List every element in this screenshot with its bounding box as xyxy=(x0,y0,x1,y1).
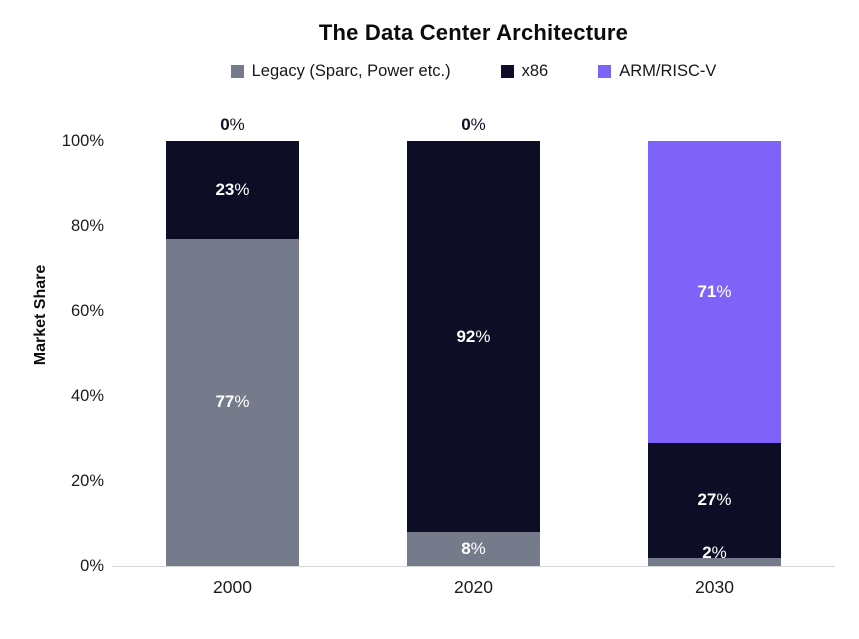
legend-item-arm: ARM/RISC-V xyxy=(598,62,716,81)
segment-value-label: 8% xyxy=(407,539,540,559)
legend-label-x86: x86 xyxy=(521,62,549,80)
label-percent-sign: % xyxy=(716,281,732,301)
label-number: 0 xyxy=(220,115,230,134)
segment-value-label: 92% xyxy=(407,327,540,347)
bar-segment: 23% xyxy=(166,141,299,239)
segment-value-label: 27% xyxy=(648,490,781,510)
bar-segment: 92% xyxy=(407,141,540,532)
label-number: 2 xyxy=(702,543,712,562)
x-axis-label: 2030 xyxy=(695,577,734,597)
legend-swatch-x86-icon xyxy=(500,65,514,78)
y-axis-tick-label: 40% xyxy=(70,387,104,405)
segment-value-label: 23% xyxy=(166,180,299,200)
label-number: 23 xyxy=(215,179,235,199)
legend-item-legacy: Legacy (Sparc, Power etc.) xyxy=(230,62,451,81)
bar-segment: 8% xyxy=(407,532,540,566)
legend: Legacy (Sparc, Power etc.) x86 ARM/RISC-… xyxy=(112,62,835,81)
segment-value-label: 2% xyxy=(648,543,781,563)
label-percent-sign: % xyxy=(716,490,732,510)
legend-label-legacy: Legacy (Sparc, Power etc.) xyxy=(251,62,451,80)
label-percent-sign: % xyxy=(229,115,245,134)
segment-value-label: 77% xyxy=(166,392,299,412)
segment-value-label: 71% xyxy=(648,282,781,302)
label-number: 27 xyxy=(697,490,717,510)
bar-segment: 77% xyxy=(166,238,299,566)
label-percent-sign: % xyxy=(234,179,250,199)
label-percent-sign: % xyxy=(470,539,486,558)
y-axis-tick-label: 100% xyxy=(61,132,104,150)
label-number: 71 xyxy=(697,281,717,301)
label-percent-sign: % xyxy=(711,543,727,562)
label-number: 77 xyxy=(215,392,235,412)
bar-segment: 27% xyxy=(648,442,781,558)
y-axis-tick-label: 80% xyxy=(70,217,104,235)
label-number: 0 xyxy=(461,115,471,134)
legend-item-x86: x86 xyxy=(500,62,549,81)
bar-segment: 2% xyxy=(648,543,781,566)
bar-segment: 71% xyxy=(648,141,781,443)
plot-area: 77% 23% 0% 8% 92% 0% 2% 27% 71% xyxy=(112,115,835,567)
y-axis-tick-label: 60% xyxy=(70,302,104,320)
label-percent-sign: % xyxy=(475,326,491,346)
legend-swatch-arm-icon xyxy=(598,65,612,78)
label-percent-sign: % xyxy=(470,115,486,134)
above-bar-label: 0% xyxy=(166,114,299,136)
chart-title: The Data Center Architecture xyxy=(318,20,629,45)
x-axis-label: 2000 xyxy=(213,577,252,597)
x-axis-label: 2020 xyxy=(454,577,493,597)
label-percent-sign: % xyxy=(234,392,250,412)
above-bar-label: 0% xyxy=(407,114,540,136)
label-number: 8 xyxy=(461,539,471,558)
y-axis-tick-label: 0% xyxy=(80,557,104,575)
label-number: 92 xyxy=(456,326,476,346)
legend-label-arm: ARM/RISC-V xyxy=(619,62,717,80)
legend-swatch-legacy-icon xyxy=(230,65,244,78)
y-axis-tick-label: 20% xyxy=(70,472,104,490)
